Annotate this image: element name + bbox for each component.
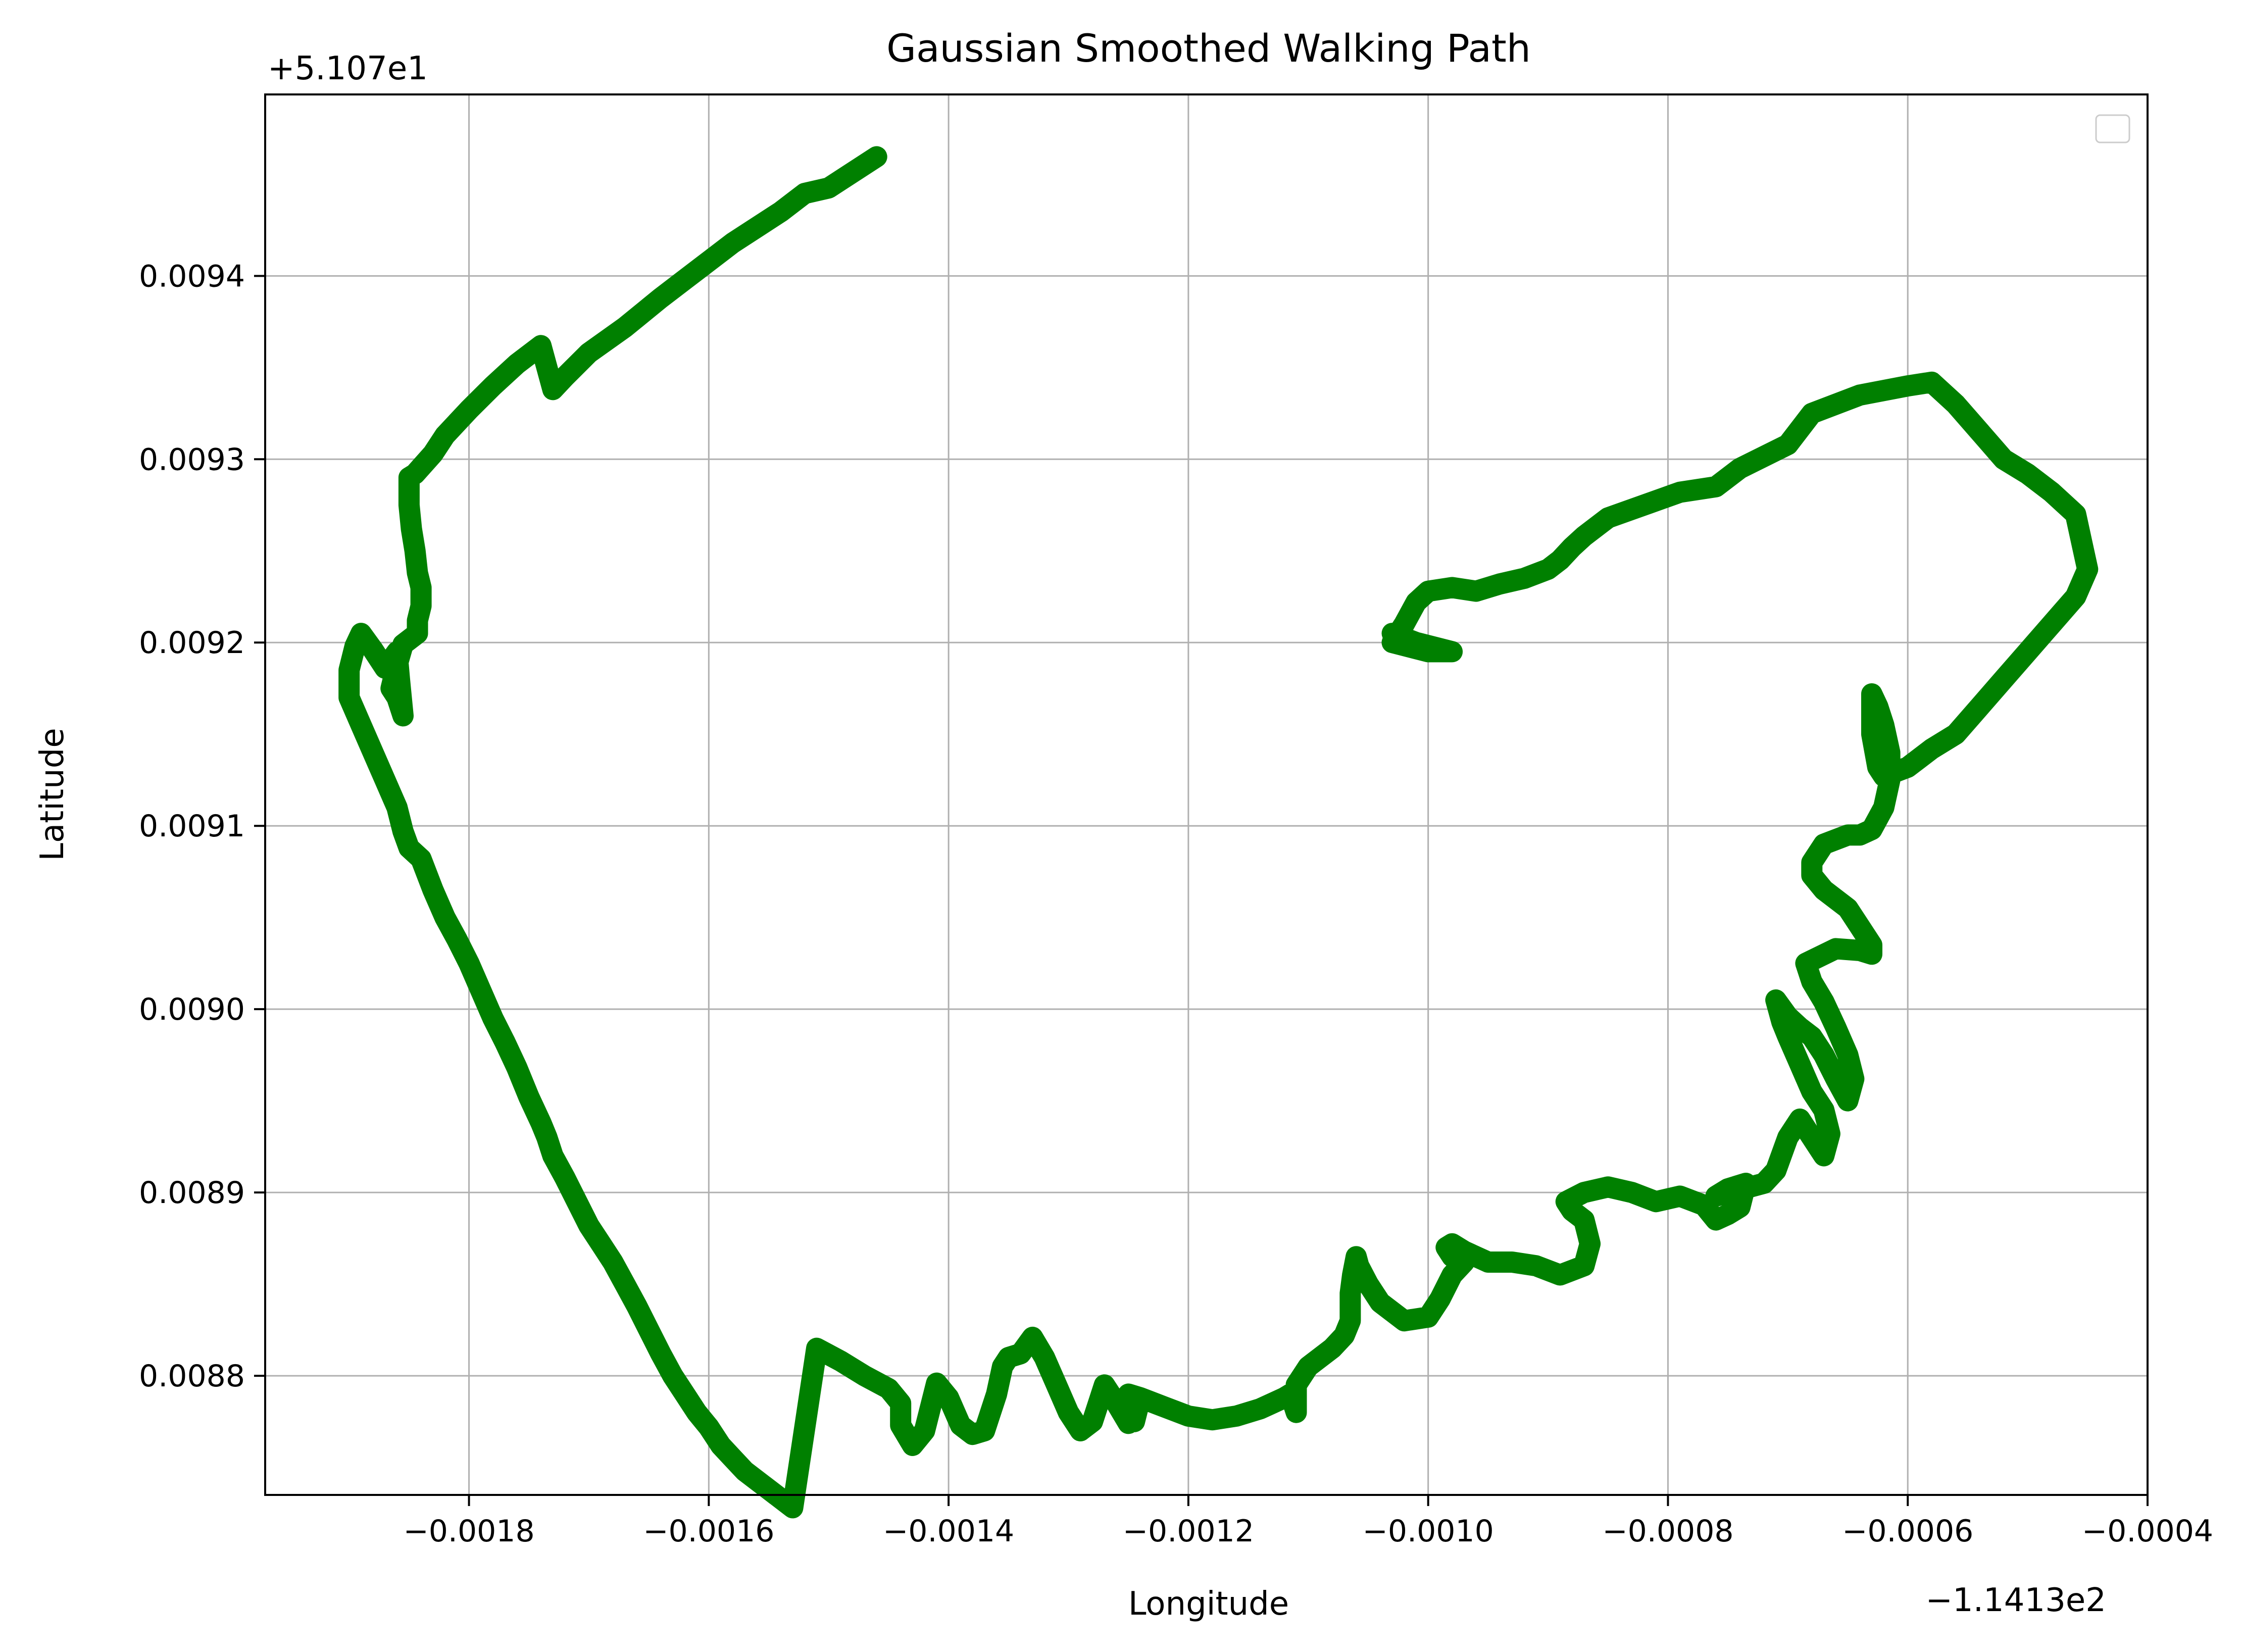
plot-area bbox=[265, 94, 2148, 1495]
x-tick-label: −0.0010 bbox=[1363, 1514, 1494, 1549]
path-layer bbox=[338, 146, 2099, 1519]
y-tick-label: 0.0094 bbox=[139, 259, 245, 294]
walking-path-line bbox=[338, 146, 2099, 1519]
x-tick-label: −0.0012 bbox=[1123, 1514, 1254, 1549]
x-tick-label: −0.0006 bbox=[1842, 1514, 1973, 1549]
y-tick-label: 0.0088 bbox=[139, 1359, 245, 1394]
x-axis-label: Longitude bbox=[1128, 1585, 1289, 1623]
x-tick-label: −0.0008 bbox=[1602, 1514, 1733, 1549]
x-tick-label: −0.0018 bbox=[403, 1514, 534, 1549]
y-tick-label: 0.0090 bbox=[139, 992, 245, 1027]
axis-ticks: −0.0018 −0.0016 −0.0014 −0.0012 −0.0010 −0.00… bbox=[139, 259, 2213, 1549]
x-tick-label: −0.0014 bbox=[883, 1514, 1014, 1549]
y-offset-label: +5.107e1 bbox=[268, 50, 428, 87]
plot-frame bbox=[264, 93, 2149, 1496]
y-tick-label: 0.0093 bbox=[139, 442, 245, 477]
y-tick-label: 0.0091 bbox=[139, 809, 245, 844]
y-tick-label: 0.0089 bbox=[139, 1175, 245, 1211]
x-tick-label: −0.0016 bbox=[643, 1514, 774, 1549]
y-axis-label: Latitude bbox=[34, 728, 71, 861]
legend-box bbox=[2095, 114, 2130, 143]
chart-title: Gaussian Smoothed Walking Path bbox=[886, 26, 1531, 71]
x-tick-label: −0.0004 bbox=[2082, 1514, 2213, 1549]
y-tick-label: 0.0092 bbox=[139, 625, 245, 661]
x-offset-label: −1.1413e2 bbox=[1925, 1582, 2106, 1619]
